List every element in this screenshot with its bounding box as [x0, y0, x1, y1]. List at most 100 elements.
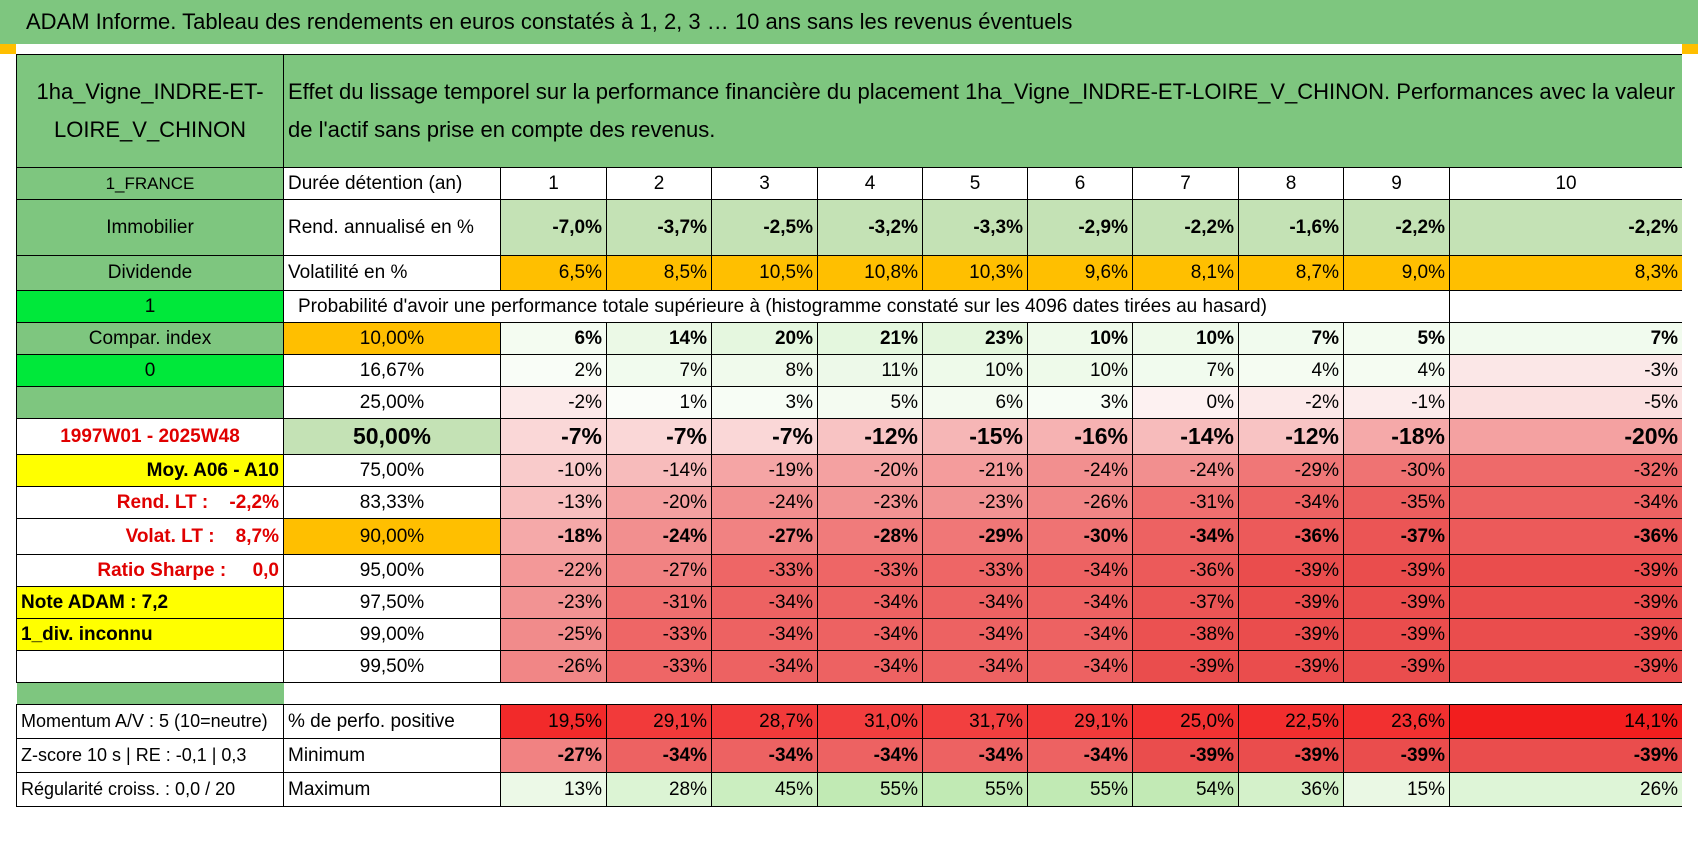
percentile-label: 25,00%	[283, 386, 501, 419]
annualized-return-value: -2,2%	[1448, 199, 1682, 256]
positive-perf-value: 29,1%	[1027, 704, 1133, 739]
asset-name-cell: 1ha_Vigne_INDRE-ET-LOIRE_V_CHINON	[16, 54, 284, 168]
percentile-value: -34%	[922, 586, 1028, 619]
year-header: 2	[606, 167, 712, 200]
percentile-value: 7%	[606, 354, 712, 387]
percentile-value: -34%	[1238, 486, 1344, 519]
percentile-value: -12%	[1238, 418, 1344, 455]
annualized-return-value: -1,6%	[1238, 199, 1344, 256]
volatility-value: 8,3%	[1448, 255, 1682, 291]
percentile-value: 10%	[922, 354, 1028, 387]
minimum-value: -39%	[1343, 738, 1450, 773]
year-header: 8	[1238, 167, 1344, 200]
percentile-value: 8%	[711, 354, 818, 387]
description-cell: Effet du lissage temporel sur la perform…	[282, 54, 1682, 168]
positive-perf-value: 14,1%	[1448, 704, 1682, 739]
percentile-value: -34%	[1027, 554, 1133, 587]
percentile-value: -14%	[606, 454, 712, 487]
volatility-value: 9,6%	[1027, 255, 1133, 291]
blank-green-cell	[16, 386, 284, 419]
percentile-label: 10,00%	[283, 322, 501, 355]
positive-perf-value: 25,0%	[1132, 704, 1239, 739]
empty-cell	[1448, 290, 1682, 323]
maximum-value: 55%	[922, 772, 1028, 807]
type-cell: Dividende	[16, 255, 284, 291]
period-cell: 1997W01 - 2025W48	[16, 418, 284, 455]
category-cell: Immobilier	[16, 199, 284, 256]
percentile-value: -28%	[817, 518, 923, 555]
percentile-value: -2%	[500, 386, 607, 419]
percentile-value: -39%	[1448, 618, 1682, 651]
year-header: 9	[1343, 167, 1450, 200]
percentile-value: 5%	[817, 386, 923, 419]
percentile-value: -33%	[711, 554, 818, 587]
percentile-label: 75,00%	[283, 454, 501, 487]
percentile-value: -33%	[606, 650, 712, 683]
percentile-value: -20%	[1448, 418, 1682, 455]
percentile-value: 10%	[1027, 322, 1133, 355]
sharpe-cell: Ratio Sharpe : 0,0	[16, 554, 284, 587]
percentile-value: -26%	[500, 650, 607, 683]
percentile-value: -3%	[1448, 354, 1682, 387]
percentile-value: 3%	[1027, 386, 1133, 419]
percentile-label: 99,00%	[283, 618, 501, 651]
positive-perf-value: 22,5%	[1238, 704, 1344, 739]
percentile-value: -34%	[817, 586, 923, 619]
volatility-value: 8,7%	[1238, 255, 1344, 291]
percentile-value: -39%	[1238, 586, 1344, 619]
spreadsheet: 1ha_Vigne_INDRE-ET-LOIRE_V_CHINON Effet …	[16, 54, 1682, 844]
percentile-value: -26%	[1027, 486, 1133, 519]
maximum-value: 54%	[1132, 772, 1239, 807]
percentile-value: -35%	[1343, 486, 1450, 519]
percentile-value: 21%	[817, 322, 923, 355]
percentile-value: -34%	[711, 586, 818, 619]
year-header: 6	[1027, 167, 1133, 200]
flag-zero-cell[interactable]: 0	[16, 354, 284, 387]
percentile-value: -24%	[711, 486, 818, 519]
div-cell: 1_div. inconnu	[16, 618, 284, 651]
annualized-return-value: -2,9%	[1027, 199, 1133, 256]
maximum-value: 55%	[1027, 772, 1133, 807]
percentile-value: -33%	[922, 554, 1028, 587]
minimum-value: -34%	[922, 738, 1028, 773]
percentile-value: 3%	[711, 386, 818, 419]
percentile-value: -39%	[1343, 586, 1450, 619]
percentile-value: -23%	[817, 486, 923, 519]
maximum-value: 36%	[1238, 772, 1344, 807]
percentile-value: -20%	[817, 454, 923, 487]
empty-cell	[16, 650, 284, 683]
percentile-value: -14%	[1132, 418, 1239, 455]
separator-gap	[284, 683, 1683, 705]
percentile-value: -39%	[1448, 586, 1682, 619]
maximum-value: 15%	[1343, 772, 1450, 807]
probability-title: Probabilité d'avoir une performance tota…	[283, 290, 1450, 323]
percentile-value: 7%	[1132, 354, 1239, 387]
rend-lt-cell: Rend. LT : -2,2%	[16, 486, 284, 519]
percentile-value: -34%	[711, 618, 818, 651]
volatility-value: 10,5%	[711, 255, 818, 291]
minimum-value: -34%	[817, 738, 923, 773]
percentile-value: -39%	[1343, 618, 1450, 651]
positive-perf-value: 29,1%	[606, 704, 712, 739]
percentile-value: -30%	[1027, 518, 1133, 555]
flag-one-cell[interactable]: 1	[16, 290, 284, 323]
percentile-label: 97,50%	[283, 586, 501, 619]
compar-index-cell: Compar. index	[16, 322, 284, 355]
percentile-value: -34%	[1027, 586, 1133, 619]
percentile-value: -16%	[1027, 418, 1133, 455]
regularite-cell: Régularité croiss. : 0,0 / 20	[16, 772, 284, 807]
percentile-value: -39%	[1343, 554, 1450, 587]
percentile-value: -39%	[1448, 650, 1682, 683]
percentile-value: -24%	[1027, 454, 1133, 487]
percentile-value: -36%	[1132, 554, 1239, 587]
percentile-value: -29%	[922, 518, 1028, 555]
year-header: 5	[922, 167, 1028, 200]
percentile-value: -39%	[1238, 554, 1344, 587]
volat-lt-cell: Volat. LT : 8,7%	[16, 518, 284, 555]
percentile-value: -34%	[817, 618, 923, 651]
percentile-value: -37%	[1343, 518, 1450, 555]
percentile-value: 23%	[922, 322, 1028, 355]
percentile-value: -34%	[922, 618, 1028, 651]
percentile-value: -1%	[1343, 386, 1450, 419]
percentile-value: -37%	[1132, 586, 1239, 619]
